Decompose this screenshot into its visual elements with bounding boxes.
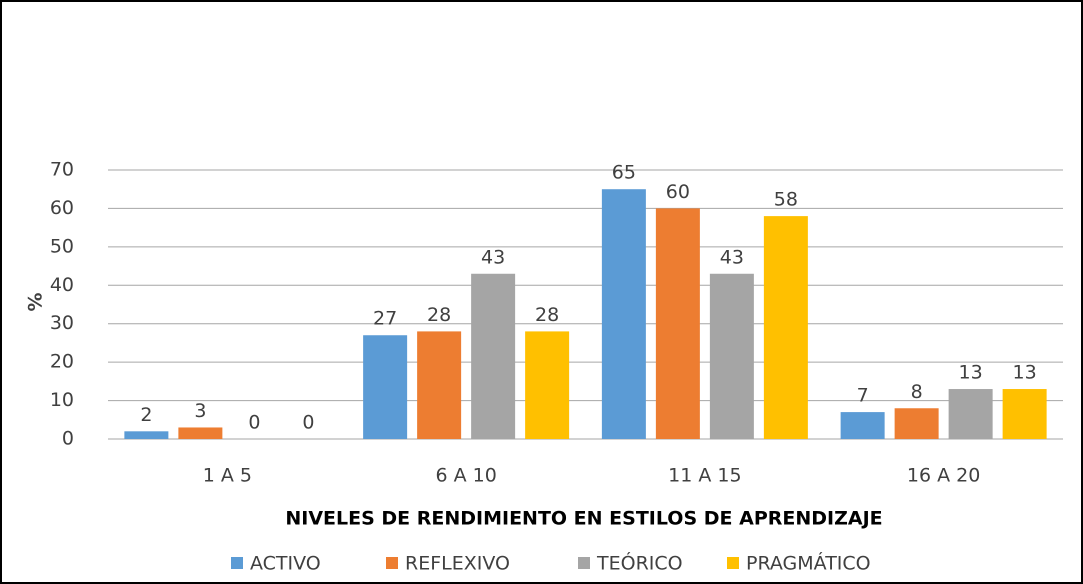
bar xyxy=(709,273,754,439)
x-axis-title: NIVELES DE RENDIMIENTO EN ESTILOS DE APR… xyxy=(285,508,882,530)
x-tick-label: 6 A 10 xyxy=(435,465,496,487)
y-tick-label: 0 xyxy=(62,428,74,450)
y-tick-label: 30 xyxy=(50,312,74,334)
bar xyxy=(840,412,885,439)
y-tick-label: 70 xyxy=(50,159,74,181)
legend-label: REFLEXIVO xyxy=(405,553,510,575)
bar xyxy=(417,331,462,439)
value-label: 28 xyxy=(427,304,451,326)
value-label: 7 xyxy=(857,385,869,407)
bar xyxy=(471,273,516,439)
value-label: 28 xyxy=(535,304,559,326)
y-tick-label: 20 xyxy=(50,351,74,373)
legend-swatch xyxy=(386,557,398,569)
value-label: 0 xyxy=(302,412,314,434)
bar xyxy=(363,335,408,439)
value-label: 13 xyxy=(959,362,983,384)
bar xyxy=(601,189,646,439)
bar xyxy=(894,408,939,439)
legend-swatch xyxy=(578,557,590,569)
x-tick-label: 16 A 20 xyxy=(907,465,980,487)
value-label: 60 xyxy=(666,181,690,203)
legend-label: ACTIVO xyxy=(250,553,321,575)
value-label: 3 xyxy=(194,400,206,422)
x-tick-label: 11 A 15 xyxy=(668,465,741,487)
bar xyxy=(655,208,700,439)
legend-label: PRAGMÁTICO xyxy=(746,552,871,575)
y-tick-label: 10 xyxy=(50,389,74,411)
value-label: 43 xyxy=(481,246,505,268)
value-label: 2 xyxy=(140,404,152,426)
value-label: 58 xyxy=(774,189,798,211)
bar xyxy=(124,431,169,439)
value-label: 8 xyxy=(911,381,923,403)
value-label: 0 xyxy=(248,412,260,434)
legend-swatch xyxy=(727,557,739,569)
value-label: 27 xyxy=(373,308,397,330)
bar xyxy=(178,427,223,439)
value-label: 13 xyxy=(1013,362,1037,384)
x-tick-label: 1 A 5 xyxy=(203,465,252,487)
bar xyxy=(525,331,570,439)
y-tick-label: 50 xyxy=(50,235,74,257)
bar xyxy=(948,389,993,439)
bar xyxy=(763,216,808,439)
legend-swatch xyxy=(231,557,243,569)
value-label: 65 xyxy=(612,162,636,184)
legend-label: TEÓRICO xyxy=(596,551,683,575)
bar xyxy=(1002,389,1047,439)
y-tick-label: 40 xyxy=(50,274,74,296)
y-axis-title: % xyxy=(25,292,47,311)
value-label: 43 xyxy=(720,246,744,268)
y-tick-label: 60 xyxy=(50,197,74,219)
